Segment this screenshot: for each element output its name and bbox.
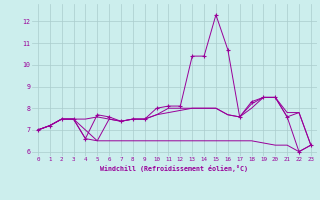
X-axis label: Windchill (Refroidissement éolien,°C): Windchill (Refroidissement éolien,°C)	[100, 165, 248, 172]
